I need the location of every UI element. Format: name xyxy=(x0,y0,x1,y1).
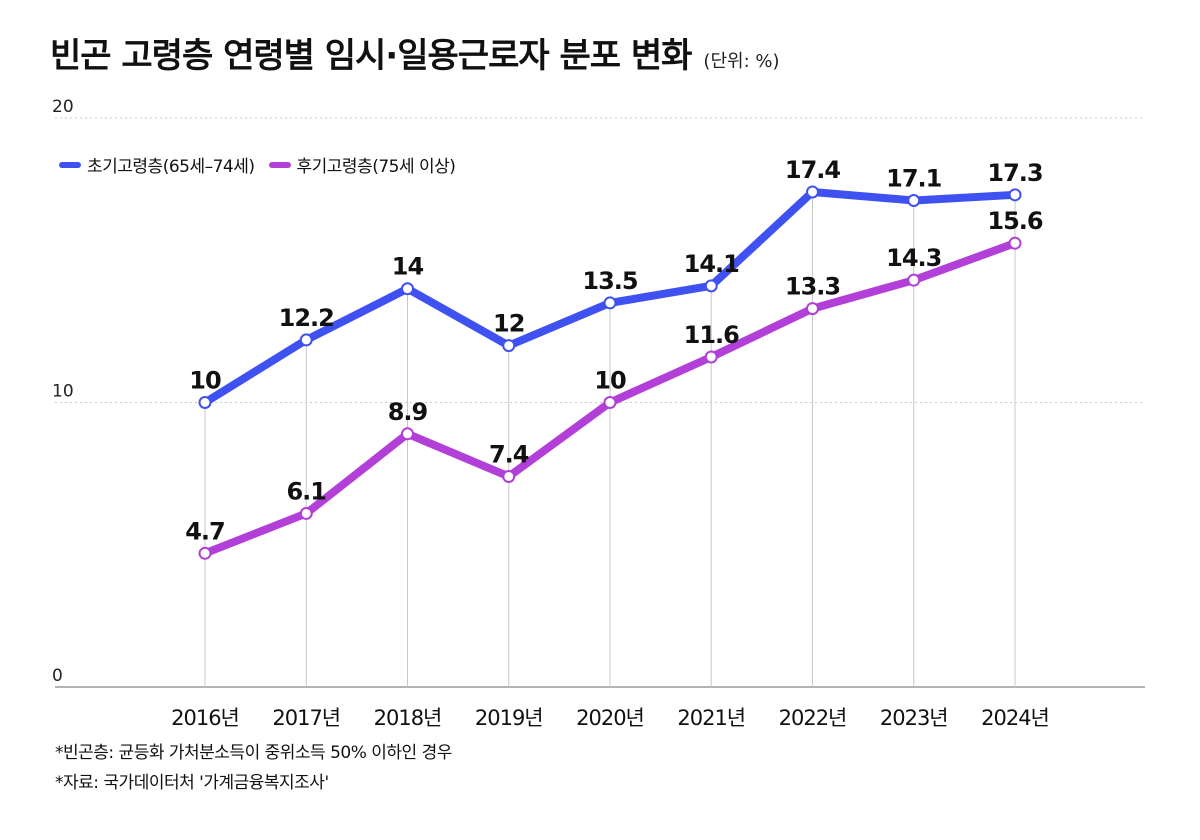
data-label: 12.2 xyxy=(279,304,334,332)
data-point xyxy=(907,194,921,208)
data-point xyxy=(907,273,921,287)
data-label: 6.1 xyxy=(286,477,326,505)
y-tick-label: 20 xyxy=(52,97,74,117)
data-point xyxy=(401,282,414,296)
data-point xyxy=(198,546,212,560)
data-point xyxy=(299,333,313,347)
legend-label-early: 초기고령층(65세–74세) xyxy=(87,157,255,177)
x-tick-label: 2022년 xyxy=(779,706,847,730)
footnote-source: *자료: 국가데이터처 '가계금융복지조사' xyxy=(55,773,329,793)
data-label: 10 xyxy=(189,367,221,395)
x-tick-label: 2024년 xyxy=(981,706,1049,730)
data-label: 4.7 xyxy=(185,517,225,545)
data-label: 12 xyxy=(493,310,524,338)
legend-swatch-late xyxy=(268,161,291,168)
legend-item-late: 후기고령층(75세 이상) xyxy=(268,152,456,177)
legend-item-early: 초기고령층(65세–74세) xyxy=(59,152,255,177)
data-label: 14.1 xyxy=(684,250,740,278)
data-point xyxy=(502,339,516,353)
data-label: 17.1 xyxy=(886,165,942,193)
footnote-poverty-definition: *빈곤층: 균등화 가처분소득이 중위소득 50% 이하인 경우 xyxy=(55,743,452,763)
data-point xyxy=(603,396,617,409)
data-point xyxy=(603,296,617,310)
data-point xyxy=(806,302,819,316)
x-tick-label: 2017년 xyxy=(272,706,340,730)
data-point xyxy=(704,279,718,293)
data-point xyxy=(401,427,414,441)
series-layer xyxy=(198,185,1022,560)
data-label: 17.4 xyxy=(785,156,841,184)
data-label: 14.3 xyxy=(886,244,941,272)
data-label: 13.3 xyxy=(785,273,840,301)
legend: 초기고령층(65세–74세) 후기고령층(75세 이상) xyxy=(55,150,474,179)
footnotes: *빈곤층: 균등화 가처분소득이 중위소득 50% 이하인 경우 *자료: 국가… xyxy=(55,738,452,798)
legend-label-late: 후기고령층(75세 이상) xyxy=(296,157,456,177)
data-label: 7.4 xyxy=(489,440,529,468)
data-point xyxy=(198,396,212,409)
x-tick-label: 2016년 xyxy=(171,706,239,730)
x-tick-label: 2020년 xyxy=(576,706,644,730)
chart-title: 빈곤 고령층 연령별 임시·일용근로자 분포 변화 xyxy=(50,36,692,76)
title-row: 빈곤 고령층 연령별 임시·일용근로자 분포 변화 (단위: %) xyxy=(50,28,779,77)
data-point xyxy=(502,469,516,483)
x-tick-label: 2019년 xyxy=(475,706,543,730)
data-label: 10 xyxy=(594,367,626,395)
data-label: 15.6 xyxy=(987,207,1043,235)
x-tick-label: 2021년 xyxy=(677,706,745,730)
data-point xyxy=(1008,188,1022,202)
data-label: 14 xyxy=(392,253,424,281)
x-tick-label: 2023년 xyxy=(880,706,948,730)
x-tick-label: 2018년 xyxy=(374,706,442,730)
data-point xyxy=(704,350,718,364)
y-tick-label: 0 xyxy=(52,666,63,686)
data-label: 17.3 xyxy=(987,159,1042,187)
label-layer: 2016년 2017년 2018년 2019년 2020년 2021년 2022년 2023년… xyxy=(171,156,1050,730)
grid-layer: 0 10 20 xyxy=(52,97,1145,688)
unit-label: (단위: %) xyxy=(703,51,780,72)
data-point xyxy=(299,506,313,520)
data-label: 11.6 xyxy=(684,321,740,349)
data-point xyxy=(806,185,819,199)
data-label: 8.9 xyxy=(388,398,428,426)
y-tick-label: 10 xyxy=(52,382,74,402)
data-label: 13.5 xyxy=(582,267,638,295)
legend-swatch-early xyxy=(59,161,81,168)
data-point xyxy=(1008,236,1022,250)
